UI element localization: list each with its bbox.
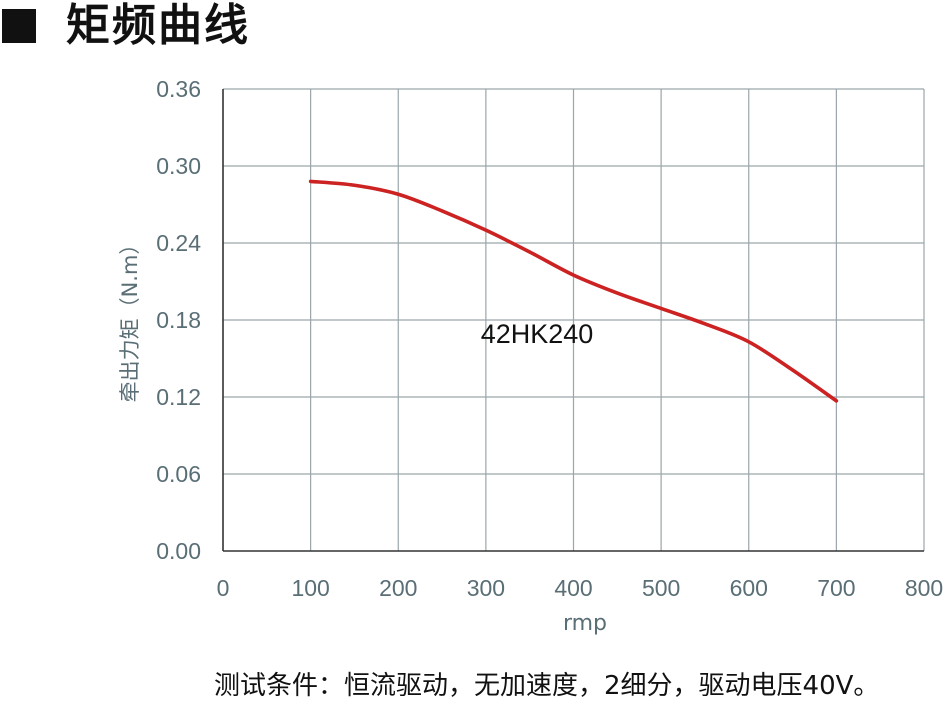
series-label: 42HK240 [481,319,594,349]
y-tick-label-0.36: 0.36 [156,76,201,102]
chart-grid [223,88,925,551]
y-tick-labels: 0.00 0.06 0.12 0.18 0.24 0.30 0.36 [156,76,201,564]
y-tick-label-0.00: 0.00 [156,538,201,564]
x-tick-label-300: 300 [467,575,505,601]
x-tick-label-700: 700 [817,575,855,601]
heading-title: 矩频曲线 [66,0,250,51]
series-line-0 [308,179,839,403]
y-axis-label: 牵出力矩（N.m） [118,234,142,403]
black-square-icon [2,9,36,43]
x-axis-label: rmp [563,611,607,636]
y-tick-label-0.12: 0.12 [156,384,201,410]
chart-axes [222,89,924,552]
y-tick-label-0.18: 0.18 [156,307,201,333]
x-tick-label-800: 800 [905,575,943,601]
chart-series [308,179,839,403]
x-tick-label-400: 400 [554,575,592,601]
x-tick-labels: 0 100 200 300 400 500 600 700 800 [217,575,944,601]
x-tick-label-500: 500 [642,575,680,601]
y-tick-label-0.30: 0.30 [156,153,201,179]
test-conditions-note: 测试条件：恒流驱动，无加速度，2细分，驱动电压40V。 [214,671,880,701]
x-tick-label-100: 100 [291,575,329,601]
x-tick-label-600: 600 [730,575,768,601]
x-tick-label-200: 200 [379,575,417,601]
torque-frequency-chart: 0.00 0.06 0.12 0.18 0.24 0.30 0.36 0 100 200 300 4… [118,76,944,636]
chart-heading: 矩频曲线 [0,0,250,52]
x-tick-label-0: 0 [217,575,230,601]
y-tick-label-0.06: 0.06 [156,461,201,487]
y-tick-label-0.24: 0.24 [156,230,201,256]
